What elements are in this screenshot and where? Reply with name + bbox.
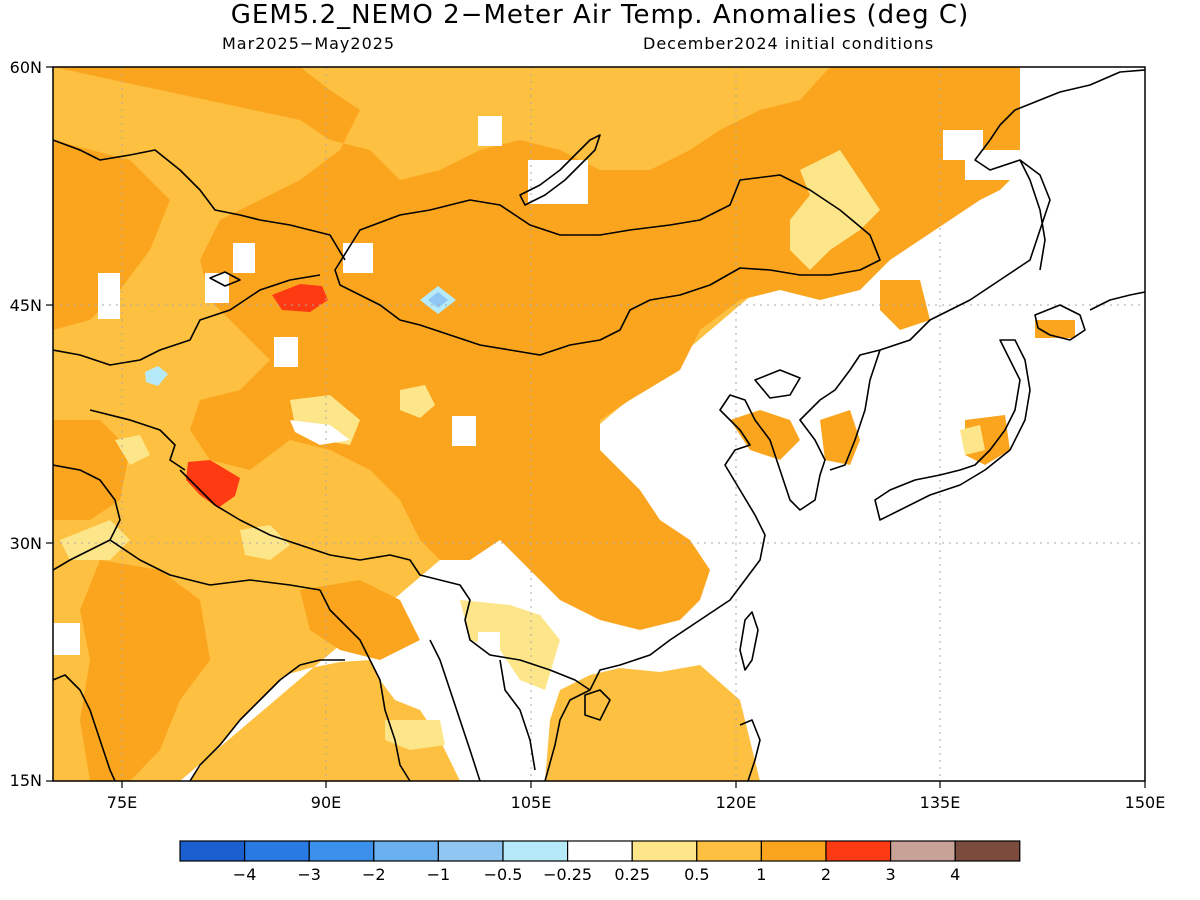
lon-label: 135E bbox=[920, 793, 961, 812]
anomaly-1-2-regions bbox=[53, 67, 1075, 781]
colorbar-swatch bbox=[566, 840, 633, 862]
forecast-period: Mar2025−May2025 bbox=[222, 34, 396, 53]
initial-conditions: December2024 initial conditions bbox=[643, 34, 935, 53]
colorbar: −4 −3 −2 −1 −0.5 −0.25 0.25 0.5 1 2 3 4 bbox=[179, 840, 1021, 884]
anomaly-field bbox=[53, 67, 1145, 781]
colorbar-swatch bbox=[373, 840, 439, 862]
lon-label: 105E bbox=[511, 793, 552, 812]
colorbar-label: 3 bbox=[886, 865, 896, 884]
colorbar-label: 0.25 bbox=[614, 865, 650, 884]
colorbar-swatch bbox=[437, 840, 504, 862]
colorbar-swatch bbox=[244, 840, 310, 862]
longitude-labels: 75E 90E 105E 120E 135E 150E bbox=[107, 793, 1166, 812]
anomaly-negative-regions bbox=[145, 286, 456, 386]
latitude-labels: 15N 30N 45N 60N bbox=[10, 58, 42, 790]
lat-label: 30N bbox=[10, 534, 42, 553]
sea-japan-area bbox=[735, 170, 1060, 660]
grid-lines bbox=[53, 67, 1145, 781]
colorbar-label: −3 bbox=[297, 865, 321, 884]
map-title: GEM5.2_NEMO 2−Meter Air Temp. Anomalies … bbox=[230, 0, 970, 30]
colorbar-swatch bbox=[696, 840, 762, 862]
colorbar-swatch bbox=[889, 840, 956, 862]
colorbar-label: 1 bbox=[756, 865, 766, 884]
colorbar-label: −4 bbox=[233, 865, 257, 884]
lat-label: 45N bbox=[10, 296, 42, 315]
colorbar-swatch bbox=[179, 840, 246, 862]
colorbar-swatch bbox=[502, 840, 569, 862]
colorbar-label: 2 bbox=[821, 865, 831, 884]
colorbar-label: −0.25 bbox=[543, 865, 592, 884]
colorbar-label: −1 bbox=[427, 865, 451, 884]
colorbar-label: −0.5 bbox=[484, 865, 523, 884]
tick-marks bbox=[46, 66, 1146, 788]
colorbar-swatch bbox=[760, 840, 827, 862]
colorbar-label: −2 bbox=[362, 865, 386, 884]
colorbar-label: 0.5 bbox=[684, 865, 709, 884]
lat-label: 15N bbox=[10, 771, 42, 790]
lat-label: 60N bbox=[10, 58, 42, 77]
colorbar-swatch bbox=[954, 840, 1021, 862]
lon-label: 75E bbox=[107, 793, 137, 812]
plot-frame bbox=[52, 66, 1146, 782]
colorbar-swatch bbox=[825, 840, 892, 862]
coastlines-borders bbox=[53, 69, 1145, 781]
lon-label: 120E bbox=[716, 793, 757, 812]
lon-label: 150E bbox=[1125, 793, 1166, 812]
lon-label: 90E bbox=[311, 793, 341, 812]
colorbar-swatch bbox=[631, 840, 698, 862]
colorbar-swatch bbox=[308, 840, 375, 862]
colorbar-label: 4 bbox=[950, 865, 960, 884]
